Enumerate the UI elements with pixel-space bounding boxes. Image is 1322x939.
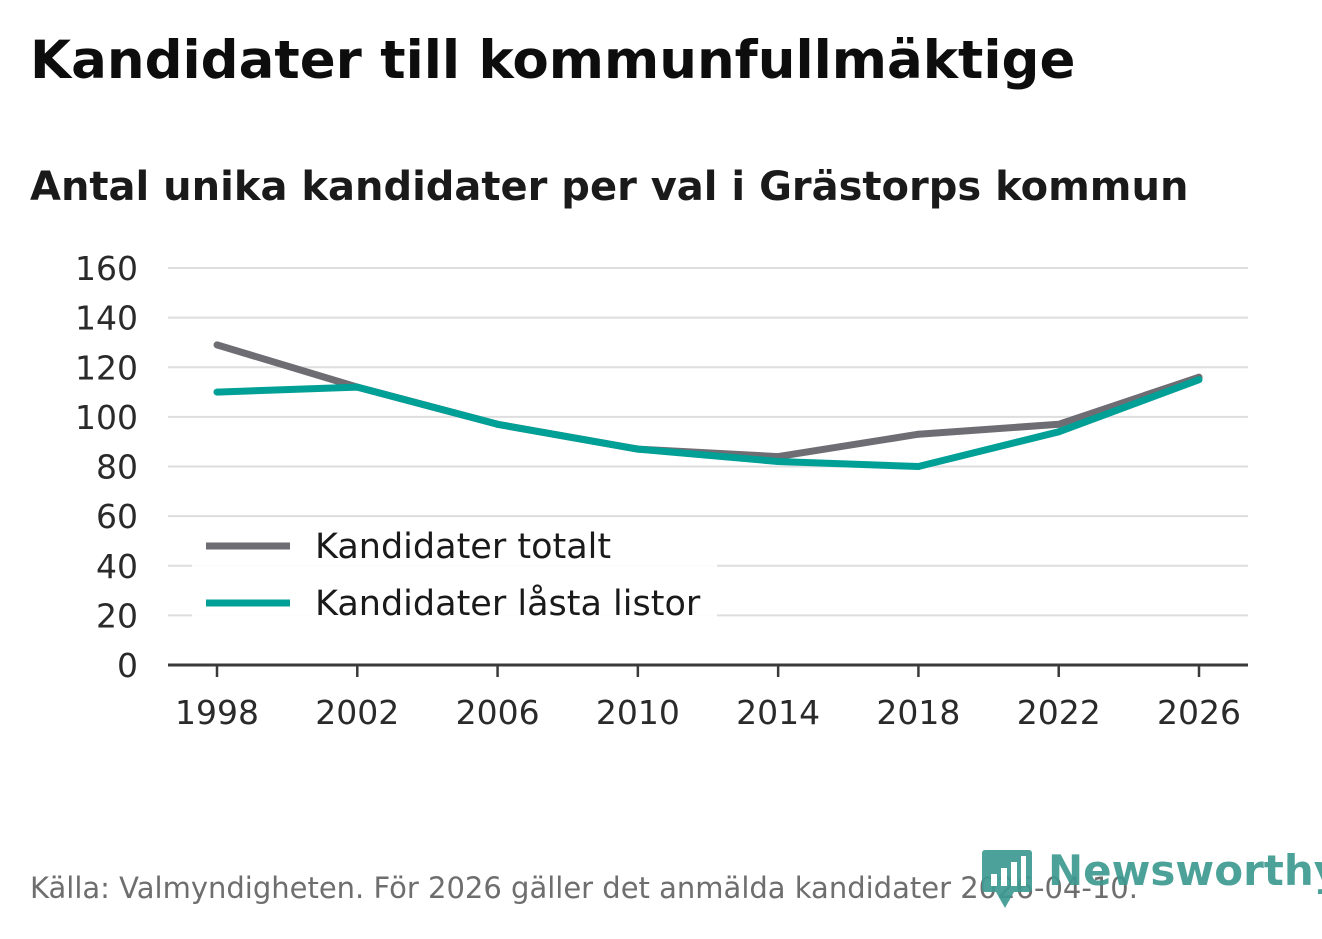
legend-label: Kandidater totalt — [315, 527, 611, 567]
y-tick-label: 80 — [96, 448, 138, 487]
x-tick-label: 2006 — [456, 693, 540, 732]
x-tick-label: 2014 — [736, 693, 820, 732]
y-tick-label: 120 — [75, 348, 138, 387]
y-tick-label: 0 — [117, 646, 138, 685]
legend: Kandidater totalt Kandidater låsta listor — [192, 518, 717, 632]
data-point — [213, 341, 221, 349]
y-tick-label: 100 — [75, 398, 138, 437]
x-axis: 1998 2002 2006 2010 2014 2018 2022 2026 — [168, 663, 1248, 732]
x-tick-label: 2002 — [315, 693, 399, 732]
legend-background — [192, 518, 717, 632]
data-point — [914, 430, 922, 438]
series-line-2 — [216, 376, 1201, 470]
data-point — [914, 463, 922, 470]
data-point — [494, 420, 502, 428]
y-tick-label: 60 — [96, 497, 138, 536]
x-tick-label: 2018 — [876, 693, 960, 732]
x-tick-label: 2022 — [1017, 693, 1101, 732]
data-point — [1055, 428, 1063, 436]
source-note: Källa: Valmyndigheten. För 2026 gäller d… — [30, 871, 1138, 905]
data-point — [213, 388, 221, 396]
chart-subtitle: Antal unika kandidater per val i Grästor… — [30, 164, 1189, 210]
data-point — [353, 383, 361, 391]
data-point — [634, 445, 642, 453]
legend-label: Kandidater låsta listor — [315, 583, 701, 624]
y-tick-label: 160 — [75, 249, 138, 288]
newsworthy-logo-text: Newsworthy — [1048, 846, 1322, 895]
chart-title: Kandidater till kommunfullmäktige — [30, 30, 1076, 91]
data-point — [1055, 420, 1063, 428]
series-lines — [213, 341, 1203, 470]
grid-lines — [168, 267, 1248, 617]
y-tick-label: 140 — [75, 299, 138, 338]
series-line-1 — [215, 341, 1201, 461]
data-point — [774, 458, 782, 466]
y-axis-ticks: 0 20 40 60 80 100 120 140 160 — [75, 249, 138, 685]
y-tick-label: 20 — [96, 596, 138, 635]
newsworthy-logo[interactable]: Newsworthy — [982, 850, 1322, 910]
x-tick-label: 2010 — [596, 693, 680, 732]
data-point — [1195, 376, 1203, 384]
x-tick-label: 1998 — [175, 693, 259, 732]
newsworthy-logo-icon — [982, 850, 1032, 908]
x-tick-label: 2026 — [1157, 693, 1241, 732]
y-tick-label: 40 — [96, 547, 138, 586]
